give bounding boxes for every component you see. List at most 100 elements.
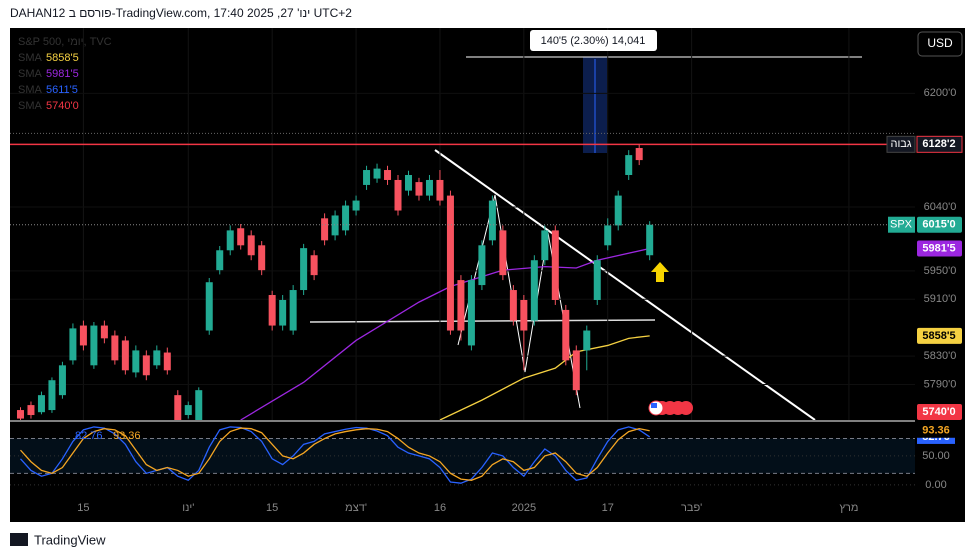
candle-body <box>625 155 633 175</box>
legend-name: SMA <box>18 68 43 80</box>
candle-body <box>467 280 475 346</box>
candle-body <box>300 248 308 291</box>
candle-body <box>16 410 24 419</box>
high-tag <box>886 135 916 153</box>
last-tag <box>888 216 915 233</box>
candle-body <box>184 405 192 416</box>
candle-body <box>499 230 507 276</box>
x-tick-label: 15 <box>77 502 89 514</box>
sma-badge-text: 5858'5 <box>922 330 955 342</box>
last-label: SPX <box>890 219 913 231</box>
candle-body <box>247 235 255 256</box>
osc-line <box>20 427 650 481</box>
high-badge <box>916 135 963 153</box>
last-value: 6015'0 <box>922 219 955 231</box>
candle-body <box>446 195 454 331</box>
measure-label: 140'5 (2.30%) 14,041 <box>541 35 646 47</box>
arrow-icon <box>651 262 669 282</box>
main-pane <box>10 28 915 420</box>
sma-badge <box>917 240 962 257</box>
candle-body <box>79 325 87 346</box>
sma-badge <box>917 404 962 420</box>
osc-tick-label: 50.00 <box>922 450 950 462</box>
candle-body <box>310 255 318 276</box>
candle-body <box>583 330 591 351</box>
candle-body <box>425 179 433 196</box>
candle-body <box>646 224 654 256</box>
candle-body <box>205 282 213 331</box>
sma-badge-text: 5981'5 <box>922 242 955 254</box>
x-tick-label: ינו' <box>182 502 194 514</box>
candle-body <box>268 295 276 326</box>
flags <box>648 400 693 416</box>
osc-badge-text: 93.36 <box>922 425 950 437</box>
candle-body <box>331 215 339 236</box>
candle-body <box>153 350 161 366</box>
candle-body <box>551 230 559 300</box>
candle-body <box>572 350 580 391</box>
legend-value: 5981'5 <box>46 68 79 80</box>
legend-value: 5740'0 <box>46 100 79 112</box>
high-label: גבוה <box>890 138 911 150</box>
sma-badge-text: 5740'0 <box>922 406 955 418</box>
x-tick-label: 17 <box>602 502 614 514</box>
candle-body <box>27 405 35 416</box>
y-tick-label: 5910'0 <box>924 293 957 305</box>
candle-body <box>384 170 392 180</box>
candle-body <box>614 195 622 226</box>
candle-body <box>111 335 119 361</box>
y-tick-label: 6200'0 <box>924 87 957 99</box>
candle-body <box>436 179 444 201</box>
candle-body <box>404 175 412 191</box>
candle-body <box>394 179 402 211</box>
candle-body <box>37 395 45 413</box>
overlay: 140'5 (2.30%) 14,041 S&P 500, יומי, TVC … <box>18 30 963 514</box>
candle-body <box>195 390 203 420</box>
candle-body <box>562 309 570 361</box>
high-value: 6128'2 <box>922 138 955 150</box>
candle-body <box>321 218 329 241</box>
symbol-title: S&P 500, יומי, TVC <box>18 36 112 48</box>
candle-body <box>289 290 297 331</box>
candle-body <box>352 200 360 211</box>
osc-tick-label: 0.00 <box>925 479 946 491</box>
candle-body <box>69 328 77 361</box>
candle-body <box>226 230 234 251</box>
candle-body <box>279 299 287 326</box>
osc-pane <box>10 426 915 486</box>
brand: TradingView <box>34 532 106 547</box>
candle-body <box>48 380 56 411</box>
footer: TradingView <box>10 532 106 547</box>
legend-value: 5858'5 <box>46 52 79 64</box>
y-tick-label: 5790'0 <box>924 378 957 390</box>
legend-value: 5611'5 <box>46 84 78 96</box>
osc-line <box>20 426 651 484</box>
trendline <box>434 149 816 420</box>
last-badge <box>917 216 962 233</box>
legend-name: SMA <box>18 84 43 96</box>
osc-badge <box>917 423 955 438</box>
y-tick-label: 5950'0 <box>924 265 957 277</box>
candle-body <box>530 260 538 321</box>
neckline <box>309 319 656 323</box>
x-tick-label: פבר' <box>681 502 702 514</box>
currency[interactable]: USD <box>927 36 953 50</box>
candle-body <box>593 260 601 300</box>
candle-body <box>121 340 129 371</box>
x-tick-label: 2025 <box>512 502 536 514</box>
candle-body <box>100 325 108 339</box>
candle-body <box>58 365 66 396</box>
legend-name: SMA <box>18 52 43 64</box>
candle-body <box>237 228 245 246</box>
legend-name: SMA <box>18 100 43 112</box>
osc-legend-value: 82.76 <box>75 430 103 442</box>
currency-button[interactable] <box>917 31 963 57</box>
candle-body <box>216 250 224 271</box>
candle-body <box>488 200 496 241</box>
candle-body <box>363 170 371 185</box>
candle-body <box>520 299 528 331</box>
candle-body <box>342 205 350 231</box>
candle-body <box>142 355 150 376</box>
